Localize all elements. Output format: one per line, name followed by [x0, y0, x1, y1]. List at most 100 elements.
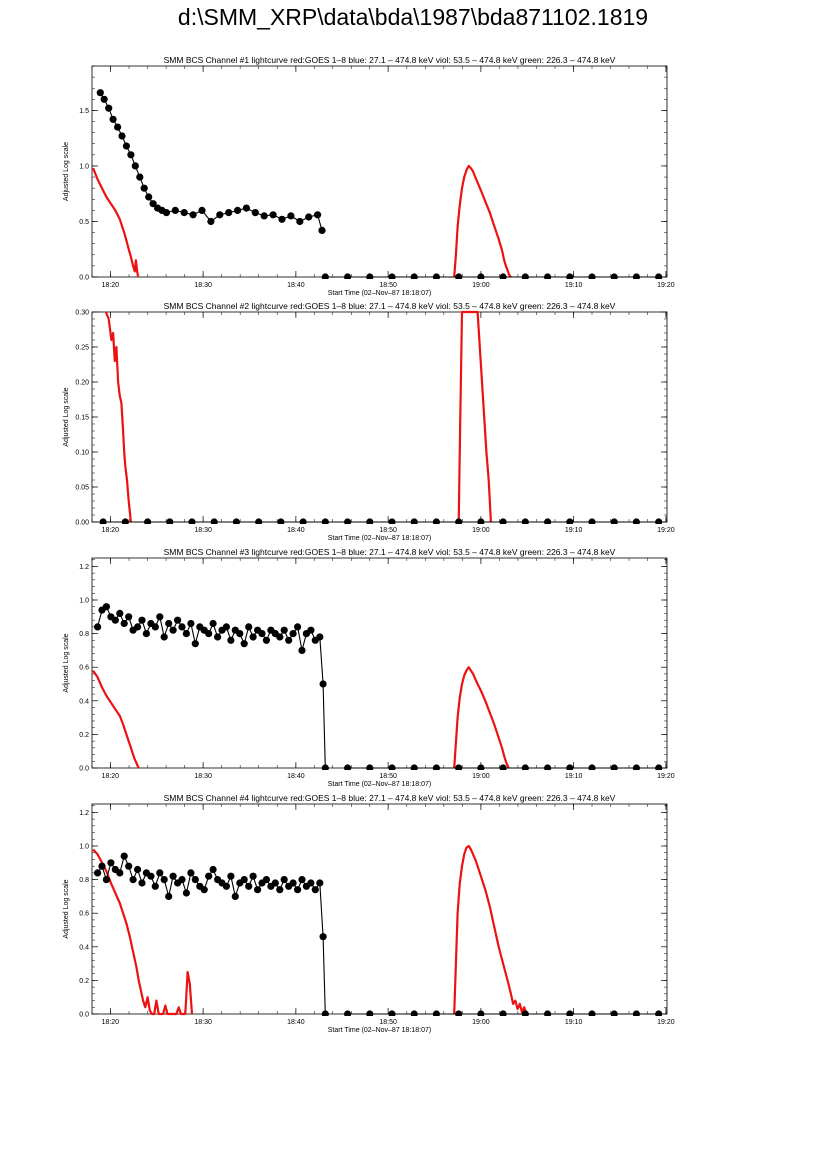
bcs-data-point — [96, 89, 104, 97]
bcs-data-point — [544, 1010, 552, 1016]
x-tick-label: 18:20 — [102, 282, 120, 289]
x-tick-label: 19:10 — [565, 1019, 583, 1026]
bcs-data-point — [165, 619, 173, 628]
chart-panel-2: SMM BCS Channel #2 lightcurve red:GOES 1… — [63, 301, 675, 542]
bcs-data-point — [307, 879, 315, 887]
goes-lightcurve-line — [453, 164, 512, 278]
bcs-data-point — [165, 892, 173, 901]
bcs-data-point — [610, 1010, 618, 1016]
x-axis-label: Start Time (02–Nov–87 18:18:07) — [328, 535, 432, 542]
bcs-data-point — [232, 518, 240, 524]
bcs-data-point — [149, 200, 157, 208]
y-tick-label: 0.4 — [79, 698, 89, 705]
bcs-data-point — [477, 1010, 485, 1016]
x-tick-label: 18:50 — [379, 1019, 397, 1026]
bcs-data-point — [344, 518, 352, 524]
bcs-data-point — [477, 764, 485, 770]
bcs-data-point — [388, 518, 396, 524]
bcs-data-point — [276, 633, 284, 641]
y-tick-label: 0.2 — [79, 732, 89, 739]
bcs-data-point — [521, 273, 529, 279]
bcs-data-point — [388, 273, 396, 279]
bcs-data-point — [160, 633, 168, 641]
bcs-data-point — [242, 204, 250, 212]
bcs-data-point — [180, 209, 188, 217]
y-tick-label: 0.25 — [75, 345, 89, 352]
bcs-data-point — [455, 1010, 463, 1016]
y-tick-label: 0.0 — [79, 275, 89, 282]
y-axis-label: Adjusted Log scale — [63, 633, 70, 692]
bcs-data-point — [299, 518, 307, 524]
bcs-data-point — [455, 273, 463, 279]
bcs-data-point — [544, 764, 552, 770]
y-tick-label: 1.0 — [79, 598, 89, 605]
bcs-data-point — [632, 518, 640, 524]
bcs-data-point — [262, 876, 270, 884]
bcs-data-point — [191, 640, 199, 648]
bcs-data-point — [188, 518, 196, 524]
y-tick-label: 1.0 — [79, 844, 89, 851]
chart-panel-1: SMM BCS Channel #1 lightcurve red:GOES 1… — [63, 55, 675, 297]
bcs-data-point — [122, 142, 130, 150]
bcs-lightcurve-line — [99, 92, 323, 231]
chart-title: SMM BCS Channel #4 lightcurve red:GOES 1… — [164, 793, 616, 803]
chart-title: SMM BCS Channel #1 lightcurve red:GOES 1… — [164, 55, 616, 65]
bcs-data-point — [166, 518, 174, 524]
bcs-data-point — [121, 518, 129, 524]
bcs-data-point — [216, 211, 224, 219]
chart-title: SMM BCS Channel #3 lightcurve red:GOES 1… — [164, 547, 616, 557]
bcs-data-point — [410, 273, 418, 279]
bcs-data-point — [162, 209, 170, 217]
y-tick-label: 1.2 — [79, 564, 89, 571]
bcs-data-point — [142, 630, 150, 638]
bcs-data-point — [227, 872, 235, 880]
bcs-data-point — [102, 876, 110, 884]
bcs-data-point — [521, 1010, 529, 1016]
bcs-data-point — [107, 859, 115, 867]
bcs-data-point — [588, 764, 596, 770]
page-title: d:\SMM_XRP\data\bda\1987\bda871102.1819 — [177, 4, 649, 30]
bcs-data-point — [151, 882, 159, 890]
bcs-data-point — [187, 869, 195, 877]
bcs-data-point — [100, 95, 108, 103]
bcs-data-point — [432, 518, 440, 524]
bcs-data-point — [182, 630, 190, 638]
bcs-data-point — [544, 518, 552, 524]
bcs-data-point — [234, 206, 242, 214]
bcs-data-point — [285, 636, 293, 644]
bcs-data-point — [207, 217, 215, 226]
bcs-data-point — [655, 518, 663, 524]
y-tick-label: 0.10 — [75, 450, 89, 457]
y-axis-label: Adjusted Log scale — [63, 387, 70, 446]
bcs-data-point — [134, 623, 142, 631]
y-tick-label: 0.6 — [79, 911, 89, 918]
bcs-data-point — [277, 518, 285, 524]
bcs-data-point — [321, 518, 329, 524]
bcs-data-point — [120, 852, 128, 860]
bcs-data-point — [366, 518, 374, 524]
bcs-data-point — [260, 212, 268, 220]
bcs-data-point — [321, 273, 329, 279]
bcs-data-point — [544, 273, 552, 279]
bcs-data-point — [344, 1010, 352, 1016]
bcs-data-point — [566, 518, 574, 524]
bcs-data-point — [205, 630, 213, 638]
bcs-data-point — [99, 518, 107, 524]
x-tick-label: 18:40 — [287, 527, 305, 534]
bcs-data-point — [499, 518, 507, 524]
bcs-data-point — [258, 630, 266, 638]
goes-lightcurve-line — [453, 666, 510, 769]
bcs-data-point — [169, 872, 177, 880]
bcs-data-point — [477, 273, 485, 279]
x-tick-label: 19:20 — [657, 527, 675, 534]
plot-frame — [91, 803, 668, 1015]
plot-data — [99, 310, 663, 524]
bcs-data-point — [366, 273, 374, 279]
bcs-data-point — [200, 886, 208, 894]
bcs-data-point — [321, 1010, 329, 1016]
bcs-data-point — [144, 518, 152, 524]
bcs-data-point — [102, 603, 110, 611]
bcs-data-point — [388, 1010, 396, 1016]
plot-frame — [91, 311, 668, 523]
x-tick-label: 19:00 — [472, 527, 490, 534]
